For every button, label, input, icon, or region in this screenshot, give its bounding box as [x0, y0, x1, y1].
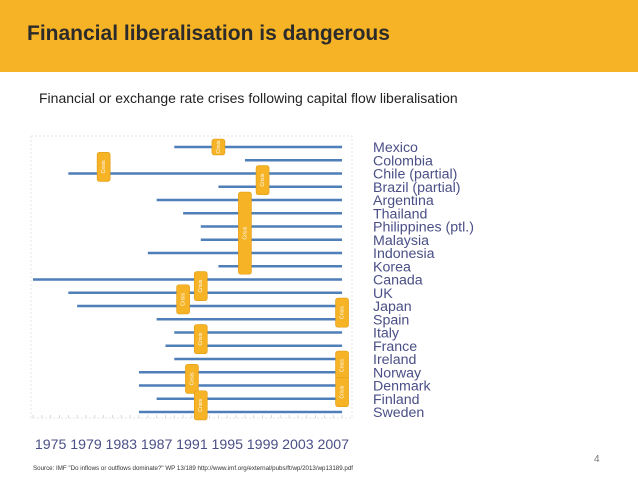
- country-label: Ireland: [373, 352, 416, 368]
- x-tick-label: 1979: [70, 437, 102, 453]
- crisis-marker: [335, 377, 349, 408]
- slide-title: Financial liberalisation is dangerous: [27, 22, 390, 45]
- plot-frame: [30, 135, 353, 419]
- x-tick-label: 2007: [317, 437, 349, 453]
- x-tick-label: 1987: [141, 437, 173, 453]
- country-label: Chile (partial): [373, 167, 457, 183]
- country-label: Brazil (partial): [373, 180, 461, 196]
- crisis-marker: [335, 297, 349, 328]
- crisis-marker: [96, 151, 111, 182]
- chart-subtitle: Financial or exchange rate crises follow…: [39, 90, 458, 106]
- country-label: France: [373, 339, 417, 355]
- country-label: Canada: [373, 273, 423, 289]
- country-label: Denmark: [373, 379, 431, 395]
- crisis-marker: [193, 390, 208, 421]
- crisis-marker: [193, 271, 208, 302]
- x-tick-label: 1999: [247, 437, 279, 453]
- x-tick-label: 2003: [282, 437, 314, 453]
- x-tick-label: 1991: [176, 437, 208, 453]
- crisis-marker: [185, 363, 199, 394]
- country-label: Thailand: [373, 206, 427, 222]
- crisis-marker: [238, 191, 252, 275]
- country-label: Argentina: [373, 193, 434, 209]
- country-label: Mexico: [373, 140, 418, 156]
- crisis-marker: [255, 165, 270, 196]
- country-label: Japan: [373, 299, 412, 315]
- crisis-marker-label: Crisis: [198, 279, 204, 292]
- crisis-marker-label: Crisis: [180, 292, 186, 305]
- x-tick-label: 1983: [106, 437, 138, 453]
- country-label: Sweden: [373, 405, 424, 421]
- crisis-marker: [193, 324, 208, 355]
- country-label: Finland: [373, 392, 420, 408]
- country-label: Korea: [373, 259, 411, 275]
- crisis-marker-label: Crisis: [216, 140, 222, 153]
- country-label: Colombia: [373, 153, 433, 169]
- crisis-marker-label: Crisis: [242, 226, 248, 239]
- country-label: Philippines (ptl.): [373, 220, 474, 236]
- crisis-marker-label: Crisis: [260, 173, 266, 186]
- crisis-marker: [211, 138, 226, 156]
- country-label: Spain: [373, 312, 409, 328]
- crisis-marker-label: Crisis: [189, 372, 195, 385]
- country-label: Indonesia: [373, 246, 435, 262]
- crisis-marker-label: Crisis: [339, 385, 345, 398]
- source-note: Source: IMF "Do inflows or outflows domi…: [33, 465, 354, 472]
- crisis-marker-label: Crisis: [339, 359, 345, 372]
- crisis-marker-label: Crisis: [339, 306, 345, 319]
- x-tick-label: 1995: [211, 437, 243, 453]
- crisis-marker-label: Crisis: [198, 398, 204, 411]
- page-number: 4: [594, 454, 600, 465]
- country-label: Norway: [373, 365, 422, 381]
- crisis-marker-label: Crisis: [198, 332, 204, 345]
- crisis-marker-label: Crisis: [101, 160, 107, 173]
- title-banner: [0, 0, 638, 72]
- crisis-marker: [176, 284, 190, 315]
- country-label: Malaysia: [373, 233, 429, 249]
- country-label: UK: [373, 286, 393, 302]
- x-tick-label: 1975: [35, 437, 67, 453]
- country-label: Italy: [373, 326, 400, 342]
